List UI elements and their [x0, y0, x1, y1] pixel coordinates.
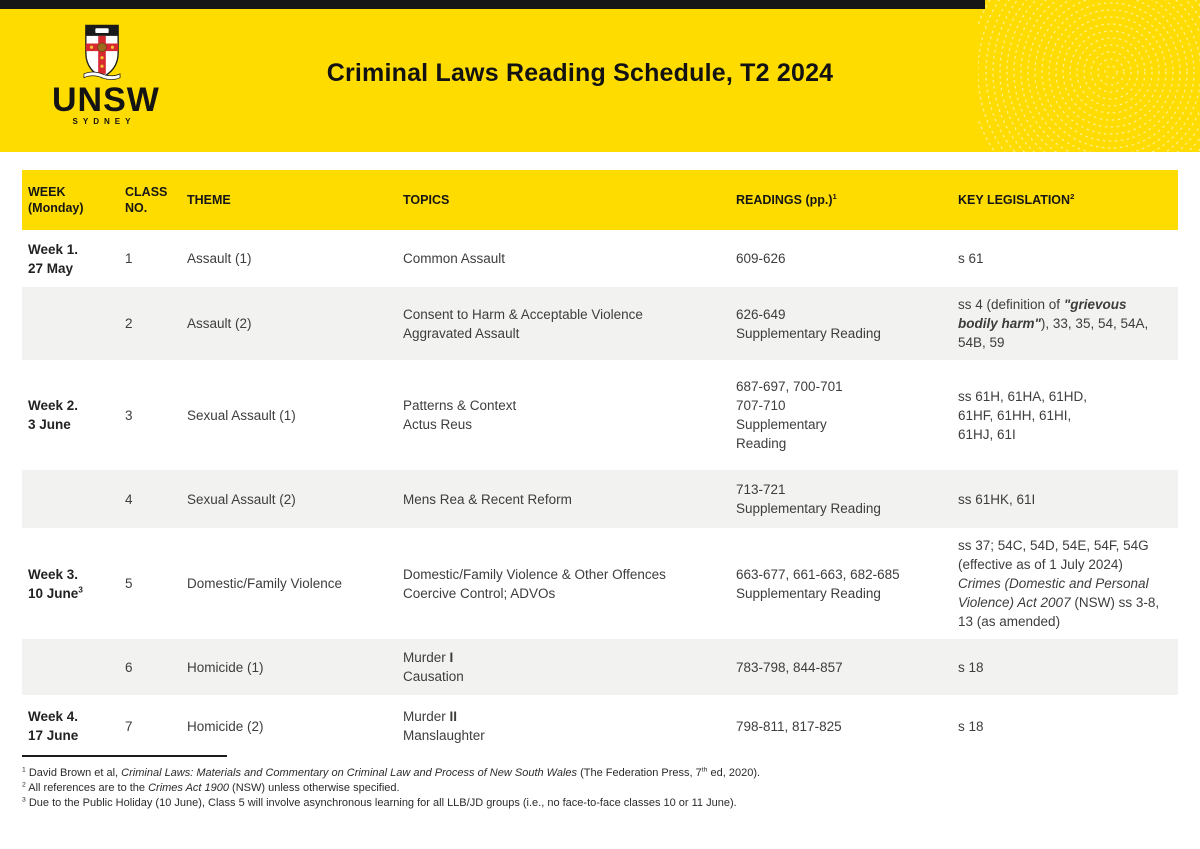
table-row: 4 Sexual Assault (2) Mens Rea & Recent Ref…	[22, 470, 1178, 528]
unsw-logo: UNSW SYDNEY	[52, 24, 160, 126]
cell-legislation: ss 61H, 61HA, 61HD, 61HF, 61HH, 61HI, 61HJ…	[958, 388, 1088, 442]
schedule-table: WEEK (Monday) CLASS NO. THEME TOPICS READINGS …	[22, 170, 1178, 757]
cell-class_no: 7	[125, 718, 133, 734]
table-row: Week 2. 3 June 3 Sexual Assault (1) Patterns…	[22, 360, 1178, 470]
cell-legislation: ss 37; 54C, 54D, 54E, 54F, 54G (effective…	[958, 538, 1160, 629]
cell-readings: 687-697, 700-701 707-710 Supplementary Read…	[736, 379, 843, 451]
unsw-crest-icon	[83, 24, 121, 80]
cell-readings: 609-626	[736, 251, 786, 266]
cell-readings: 783-798, 844-857	[736, 659, 843, 675]
cell-topics: Murder II Manslaughter	[403, 709, 485, 743]
column-header-readings: READINGS (pp.)1	[736, 170, 958, 230]
cell-topics: Domestic/Family Violence & Other Offence…	[403, 566, 666, 601]
table-row: 6 Homicide (1) Murder I Causation 783-798, 8…	[22, 639, 1178, 695]
footnote-3: 3 Due to the Public Holiday (10 June), C…	[22, 796, 737, 809]
cell-legislation: s 61	[958, 251, 984, 266]
cell-week	[22, 470, 125, 528]
cell-readings: 663-677, 661-663, 682-685 Supplementary R…	[736, 566, 900, 601]
cell-theme: Domestic/Family Violence	[187, 576, 343, 591]
footnote-2: 2 All references are to the Crimes Act 1…	[22, 781, 400, 794]
cell-theme: Sexual Assault (2)	[187, 491, 296, 507]
cell-week	[22, 287, 125, 360]
cell-topics: Patterns & Context Actus Reus	[403, 398, 517, 432]
table-row: Week 3. 10 June3 5 Domestic/Family Violence…	[22, 528, 1178, 639]
table-body: Week 1. 27 May 1 Assault (1) Common Assault 6…	[22, 230, 1178, 757]
cell-week: Week 2. 3 June	[28, 398, 79, 432]
cell-theme: Assault (1)	[187, 251, 252, 266]
cell-theme: Homicide (2)	[187, 718, 264, 734]
cell-class_no: 6	[125, 659, 133, 675]
column-header-week: WEEK (Monday)	[22, 170, 125, 230]
cell-readings: 626-649 Supplementary Reading	[736, 306, 881, 341]
cell-class_no: 1	[125, 251, 133, 266]
cell-topics: Murder I Causation	[403, 650, 464, 684]
table-row: Week 4. 17 June 7 Homicide (2) Murder II Mans…	[22, 695, 1178, 757]
cell-week: Week 4. 17 June	[28, 709, 79, 743]
cell-readings: 713-721 Supplementary Reading	[736, 482, 881, 516]
column-header-legislation: KEY LEGISLATION2	[958, 170, 1178, 230]
footnotes: 1 David Brown et al, Criminal Laws: Mate…	[22, 766, 1182, 811]
unsw-logo-subtext: SYDNEY	[72, 117, 136, 126]
column-header-topics: TOPICS	[403, 170, 736, 230]
table-row: Week 1. 27 May 1 Assault (1) Common Assault 6…	[22, 230, 1178, 287]
cell-class_no: 4	[125, 491, 133, 507]
cell-week: Week 1. 27 May	[28, 241, 79, 276]
cell-class_no: 2	[125, 316, 133, 331]
cell-topics: Consent to Harm & Acceptable Violence Agg…	[403, 306, 643, 341]
table-header-row: WEEK (Monday) CLASS NO. THEME TOPICS READINGS …	[22, 170, 1178, 230]
cell-legislation: ss 4 (definition of "grievous bodily harm…	[958, 297, 1149, 350]
document-header: UNSW SYDNEY Criminal Laws Reading Schedu…	[0, 0, 1200, 152]
cell-class_no: 5	[125, 576, 133, 591]
footnote-divider	[22, 755, 227, 757]
column-header-class_no: CLASS NO.	[125, 170, 187, 230]
fingerprint-decoration-icon	[978, 0, 1200, 152]
cell-week	[22, 639, 125, 695]
unsw-logo-text: UNSW	[52, 81, 160, 119]
top-black-bar	[0, 0, 985, 9]
column-header-theme: THEME	[187, 170, 403, 230]
cell-class_no: 3	[125, 407, 133, 423]
cell-week: Week 3. 10 June3	[28, 566, 83, 601]
cell-topics: Mens Rea & Recent Reform	[403, 491, 572, 507]
cell-legislation: ss 61HK, 61I	[958, 491, 1036, 507]
cell-theme: Sexual Assault (1)	[187, 407, 296, 423]
cell-topics: Common Assault	[403, 251, 506, 266]
page-title: Criminal Laws Reading Schedule, T2 2024	[326, 59, 834, 87]
cell-readings: 798-811, 817-825	[736, 718, 842, 734]
cell-legislation: s 18	[958, 718, 984, 734]
table-row: 2 Assault (2) Consent to Harm & Acceptable…	[22, 287, 1178, 360]
cell-legislation: s 18	[958, 659, 984, 675]
cell-theme: Assault (2)	[187, 316, 252, 331]
footnote-1: 1 David Brown et al, Criminal Laws: Mate…	[22, 766, 761, 779]
cell-theme: Homicide (1)	[187, 659, 264, 675]
